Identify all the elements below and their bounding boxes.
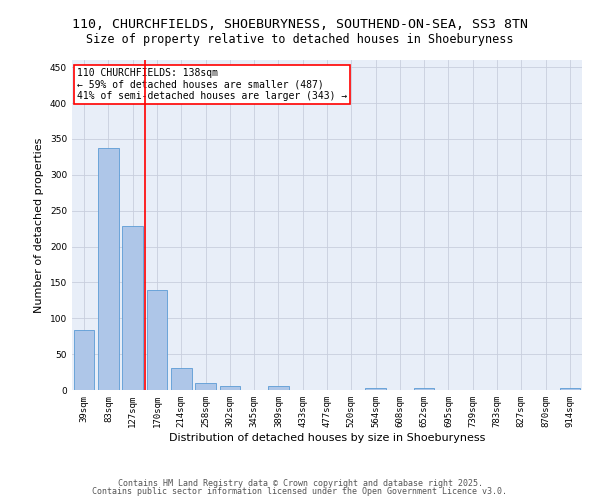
- Bar: [268, 386, 289, 390]
- Bar: [365, 388, 386, 390]
- Text: 110, CHURCHFIELDS, SHOEBURYNESS, SOUTHEND-ON-SEA, SS3 8TN: 110, CHURCHFIELDS, SHOEBURYNESS, SOUTHEN…: [72, 18, 528, 30]
- Text: Contains HM Land Registry data © Crown copyright and database right 2025.: Contains HM Land Registry data © Crown c…: [118, 478, 482, 488]
- X-axis label: Distribution of detached houses by size in Shoeburyness: Distribution of detached houses by size …: [169, 432, 485, 442]
- Bar: [195, 383, 216, 390]
- Bar: [220, 386, 240, 390]
- Bar: [414, 388, 434, 390]
- Bar: [560, 388, 580, 390]
- Bar: [146, 290, 167, 390]
- Bar: [171, 368, 191, 390]
- Bar: [74, 330, 94, 390]
- Text: Contains public sector information licensed under the Open Government Licence v3: Contains public sector information licen…: [92, 487, 508, 496]
- Bar: [122, 226, 143, 390]
- Y-axis label: Number of detached properties: Number of detached properties: [34, 138, 44, 312]
- Text: Size of property relative to detached houses in Shoeburyness: Size of property relative to detached ho…: [86, 32, 514, 46]
- Bar: [98, 148, 119, 390]
- Text: 110 CHURCHFIELDS: 138sqm
← 59% of detached houses are smaller (487)
41% of semi-: 110 CHURCHFIELDS: 138sqm ← 59% of detach…: [77, 68, 347, 102]
